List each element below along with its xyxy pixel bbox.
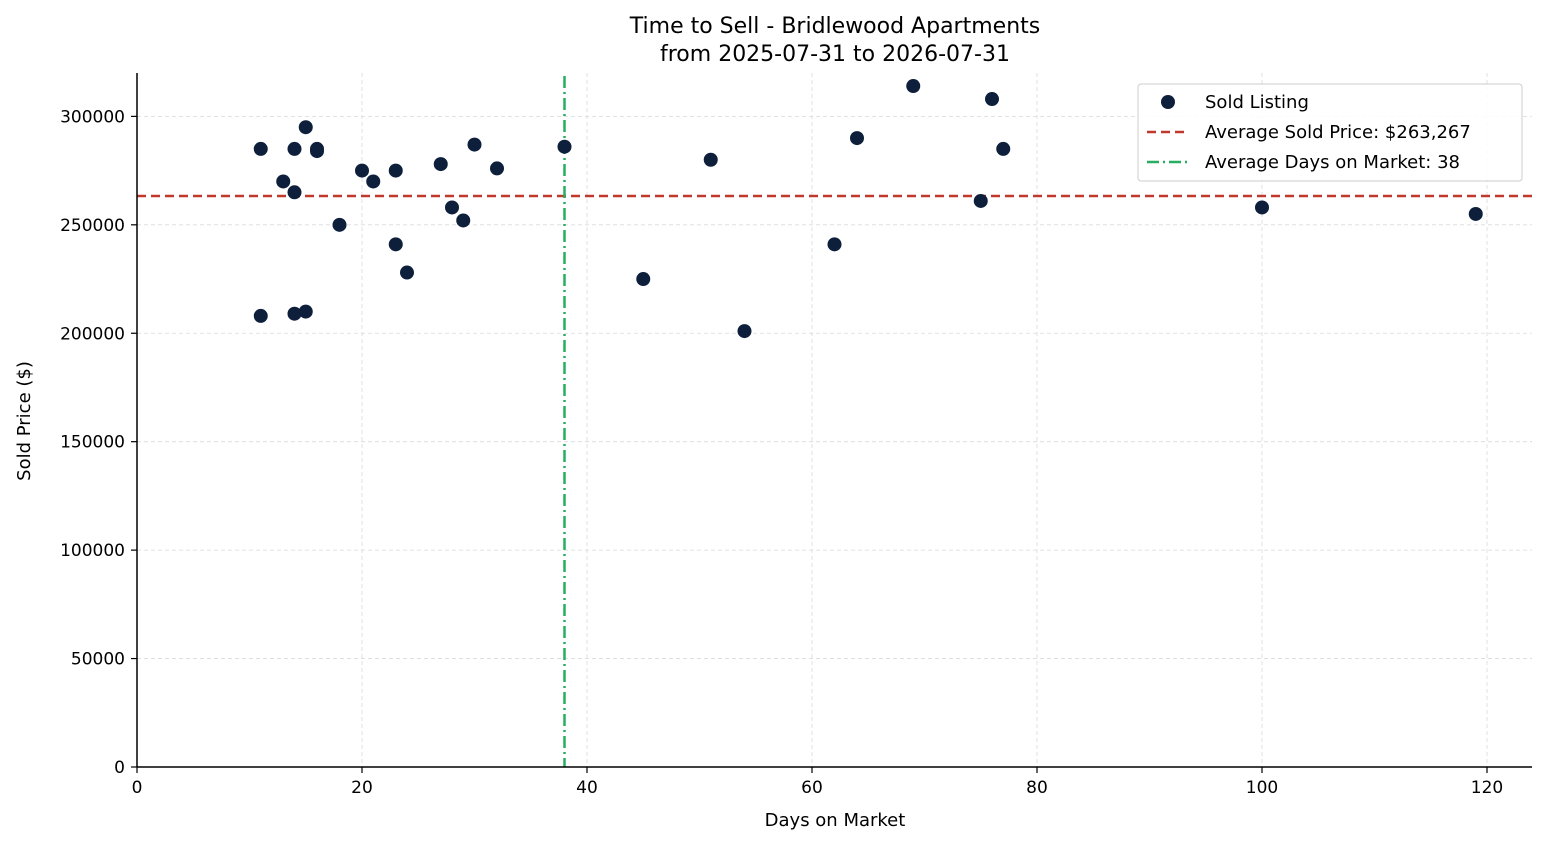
data-point — [557, 139, 572, 154]
data-point — [400, 265, 414, 280]
data-point — [310, 144, 324, 159]
data-point — [703, 152, 718, 167]
data-point — [287, 141, 302, 156]
data-point — [355, 163, 369, 178]
data-point — [973, 193, 988, 208]
data-point — [366, 174, 381, 189]
y-tick-label: 250000 — [60, 216, 125, 236]
y-tick-label: 300000 — [60, 107, 125, 127]
legend-label-average-days: Average Days on Market: 38 — [1205, 152, 1460, 173]
x-tick-label: 20 — [351, 778, 373, 798]
data-point — [253, 141, 268, 156]
data-point — [467, 137, 482, 152]
y-tick-label: 100000 — [60, 541, 125, 561]
y-tick-label: 50000 — [71, 650, 125, 670]
data-point — [850, 131, 864, 146]
x-tick-label: 40 — [576, 778, 598, 798]
y-axis-label: Sold Price ($) — [14, 361, 35, 481]
data-point — [906, 79, 921, 94]
data-point — [276, 174, 291, 189]
data-point — [287, 185, 302, 200]
data-point — [298, 304, 313, 319]
data-point — [985, 92, 999, 107]
data-point — [287, 306, 302, 321]
data-point — [388, 163, 403, 178]
x-axis-label: Days on Market — [765, 810, 906, 831]
chart-subtitle: from 2025-07-31 to 2026-07-31 — [660, 42, 1010, 67]
legend-box — [1137, 83, 1523, 182]
y-tick-label: 150000 — [60, 433, 125, 453]
tick-labels: 0 20 40 60 80 100 120 0 50000 100000 150000 200000 2… — [60, 107, 1503, 798]
data-point — [1255, 200, 1269, 215]
data-point — [388, 237, 403, 252]
x-tick-label: 0 — [132, 778, 143, 798]
data-point — [827, 237, 842, 252]
x-tick-label: 120 — [1471, 778, 1503, 798]
data-point — [433, 157, 448, 172]
reference-lines — [137, 76, 1532, 767]
data-point — [737, 324, 752, 339]
chart-title: Time to Sell - Bridlewood Apartments — [629, 14, 1040, 39]
grid-lines — [137, 73, 1532, 767]
axes — [131, 73, 1532, 773]
x-tick-label: 100 — [1246, 778, 1278, 798]
legend-label-sold-listing: Sold Listing — [1205, 92, 1309, 113]
legend: Sold Listing Average Sold Price: $263,26… — [1137, 83, 1523, 182]
legend-marker-sold-listing — [1161, 95, 1175, 109]
x-tick-label: 60 — [801, 778, 823, 798]
data-point — [298, 120, 313, 135]
data-point — [253, 308, 268, 323]
data-point — [456, 213, 471, 228]
y-tick-label: 0 — [114, 758, 125, 778]
legend-label-average-price: Average Sold Price: $263,267 — [1205, 122, 1471, 143]
x-tick-label: 80 — [1026, 778, 1048, 798]
y-tick-label: 200000 — [60, 324, 125, 344]
data-point — [636, 272, 651, 287]
data-point — [490, 161, 504, 176]
data-points — [253, 79, 1483, 339]
data-point — [1468, 206, 1483, 221]
data-point — [445, 200, 459, 215]
data-point — [996, 141, 1011, 156]
data-point — [332, 217, 347, 232]
